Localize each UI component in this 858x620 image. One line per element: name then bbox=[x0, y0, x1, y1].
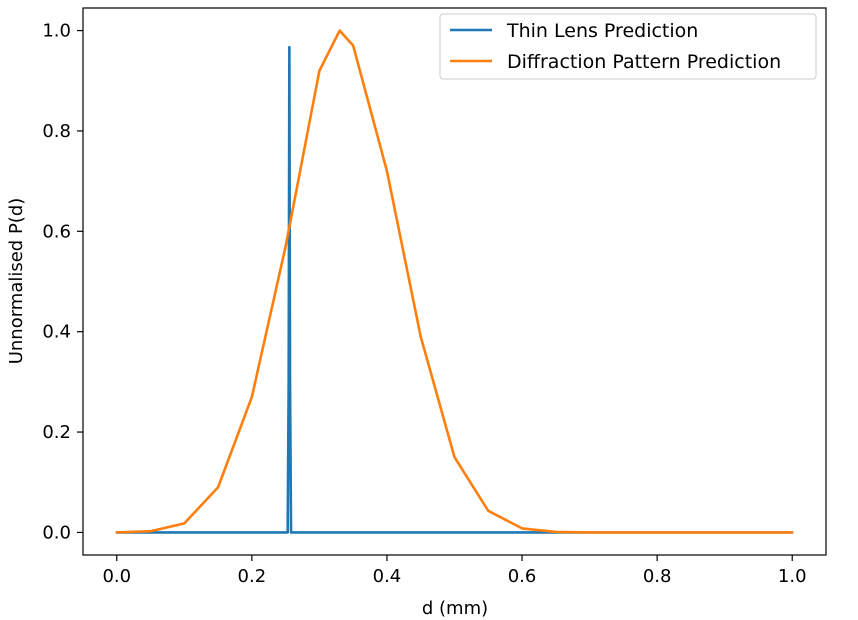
legend-box bbox=[439, 13, 817, 80]
y-tick-label: 0.4 bbox=[42, 322, 71, 343]
x-tick-label: 0.0 bbox=[102, 566, 131, 587]
series-layer bbox=[115, 29, 794, 534]
y-tick-label: 0.2 bbox=[42, 422, 71, 443]
y-axis-label: Unnormalised P(d) bbox=[6, 198, 27, 365]
plot-frame bbox=[82, 7, 827, 556]
legend: Thin Lens Prediction Diffraction Pattern … bbox=[439, 13, 817, 80]
y-axis-ticks: 0.0 0.2 0.4 0.6 0.8 1.0 bbox=[42, 21, 83, 543]
y-tick-label: 1.0 bbox=[42, 21, 71, 42]
series-line-1 bbox=[115, 45, 794, 534]
legend-label-2: Diffraction Pattern Prediction bbox=[507, 51, 781, 73]
x-tick-label: 0.4 bbox=[373, 566, 402, 587]
x-tick-label: 0.2 bbox=[238, 566, 267, 587]
x-axis-label: d (mm) bbox=[422, 598, 488, 619]
x-axis-ticks: 0.0 0.2 0.4 0.6 0.8 1.0 bbox=[102, 555, 807, 587]
y-tick-label: 0.6 bbox=[42, 221, 71, 242]
x-tick-label: 0.8 bbox=[643, 566, 672, 587]
legend-label-1: Thin Lens Prediction bbox=[506, 20, 698, 42]
x-tick-label: 0.6 bbox=[508, 566, 537, 587]
y-tick-label: 0.0 bbox=[42, 522, 71, 543]
x-tick-label: 1.0 bbox=[778, 566, 807, 587]
y-tick-label: 0.8 bbox=[42, 121, 71, 142]
series-line-2 bbox=[115, 29, 794, 534]
